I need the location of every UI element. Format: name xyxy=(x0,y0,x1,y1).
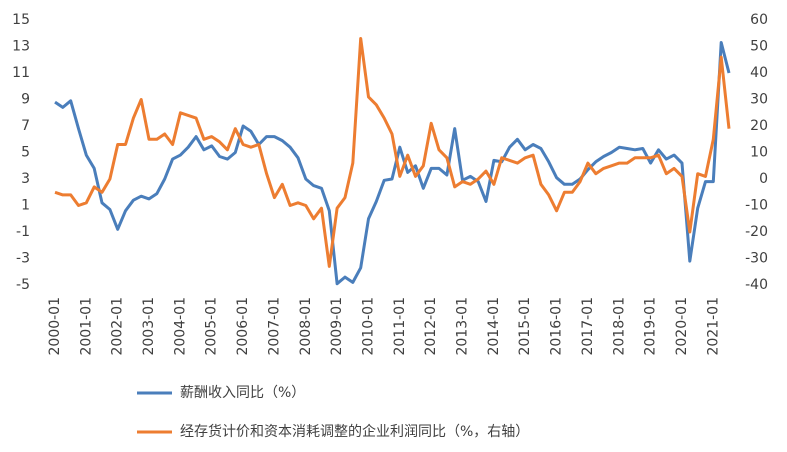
x-tick-label: 2007-01 xyxy=(266,297,282,356)
y-tick-label: 5 xyxy=(21,145,30,161)
legend-label: 经存货计价和资本消耗调整的企业利润同比（%，右轴） xyxy=(180,423,529,440)
y-tick-label: 15 xyxy=(12,12,30,28)
x-tick-label: 2000-01 xyxy=(47,297,63,356)
y2-tick-label: 60 xyxy=(750,12,768,28)
x-tick-label: 2009-01 xyxy=(329,297,345,356)
x-tick-label: 2005-01 xyxy=(204,297,220,356)
x-tick-label: 2014-01 xyxy=(486,297,502,356)
y-tick-label: 3 xyxy=(21,171,30,187)
y-tick-label: 11 xyxy=(12,65,30,81)
x-tick-label: 2015-01 xyxy=(517,297,533,356)
series-line xyxy=(54,41,731,286)
y-tick-label: -5 xyxy=(16,277,30,293)
x-tick-label: 2002-01 xyxy=(110,297,126,356)
y2-tick-label: 50 xyxy=(750,39,768,55)
y-tick-label: -3 xyxy=(16,251,30,267)
x-tick-label: 2017-01 xyxy=(580,297,596,356)
x-tick-label: 2010-01 xyxy=(360,297,376,356)
x-tick-label: 2006-01 xyxy=(235,297,251,356)
y2-tick-label: -30 xyxy=(745,251,768,267)
y2-tick-label: 20 xyxy=(750,118,768,134)
x-tick-label: 2004-01 xyxy=(172,297,188,356)
x-tick-label: 2016-01 xyxy=(549,297,565,356)
y2-tick-label: 40 xyxy=(750,65,768,81)
y-tick-label: 9 xyxy=(21,92,30,108)
y-tick-label: 1 xyxy=(21,198,30,214)
y2-tick-label: 10 xyxy=(750,145,768,161)
y2-tick-label: 0 xyxy=(759,171,768,187)
y-tick-label: 13 xyxy=(12,39,30,55)
x-tick-label: 2021-01 xyxy=(705,297,721,356)
y2-tick-label: -10 xyxy=(745,198,768,214)
x-tick-label: 2003-01 xyxy=(141,297,157,356)
y-tick-label: -1 xyxy=(16,224,30,240)
x-tick-label: 2012-01 xyxy=(423,297,439,356)
x-tick-label: 2019-01 xyxy=(643,297,659,356)
y2-tick-label: -40 xyxy=(745,277,768,293)
series-line xyxy=(54,37,731,268)
x-tick-label: 2001-01 xyxy=(78,297,94,356)
y2-tick-label: 30 xyxy=(750,92,768,108)
x-tick-label: 2008-01 xyxy=(298,297,314,356)
x-tick-label: 2018-01 xyxy=(611,297,627,356)
x-tick-label: 2020-01 xyxy=(674,297,690,356)
x-tick-label: 2013-01 xyxy=(455,297,471,356)
legend-label: 薪酬收入同比（%） xyxy=(180,385,305,401)
x-tick-label: 2011-01 xyxy=(392,297,408,356)
y2-tick-label: -20 xyxy=(745,224,768,240)
y-tick-label: 7 xyxy=(21,118,30,134)
